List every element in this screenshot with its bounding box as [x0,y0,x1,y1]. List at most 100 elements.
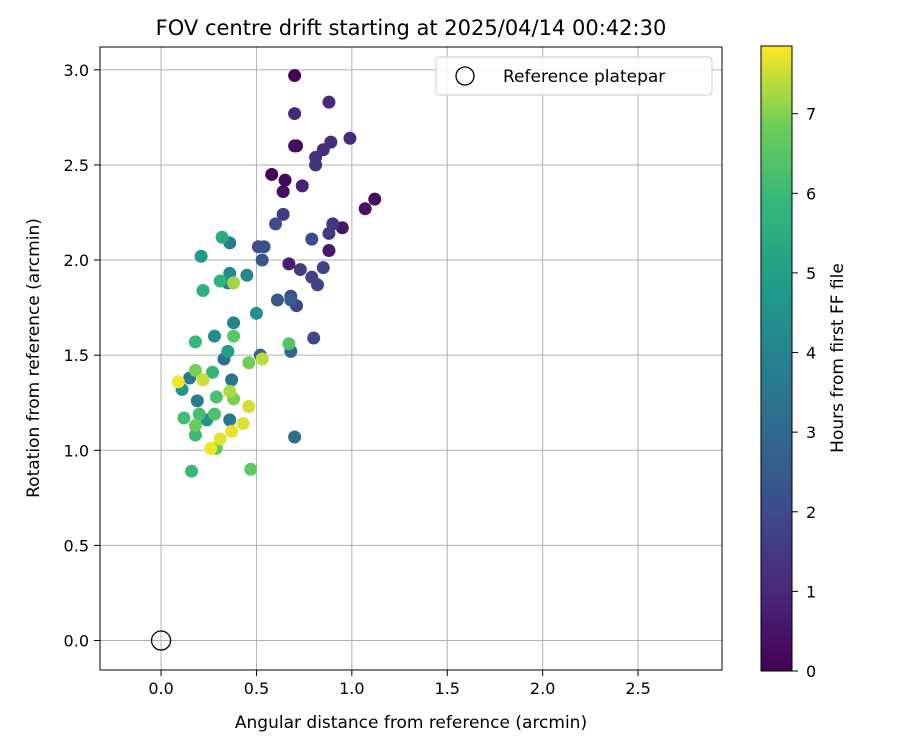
colorbar-label: Hours from first FF file [828,263,848,453]
scatter-point [368,192,382,206]
colorbar-ticks: 0 1 2 3 4 5 6 7 [792,105,816,681]
scatter-point [242,400,256,414]
plot-frame [99,46,723,671]
y-tick-label: 0.0 [64,632,89,651]
x-axis-label: Angular distance from reference (arcmin) [235,713,587,733]
scatter-point [227,276,241,290]
scatter-point [278,173,292,187]
colorbar-tick-label: 5 [806,264,816,283]
scatter-point [209,390,223,404]
colorbar-tick-label: 2 [806,503,816,522]
x-tick-label: 0.5 [244,679,269,698]
y-tick-label: 2.5 [64,156,89,175]
y-tick-label: 3.0 [64,61,89,80]
scatter-point [288,107,302,121]
reference-marker [150,630,172,651]
scatter-point [213,432,227,446]
scatter-point [225,373,239,387]
colorbar-gradient [760,45,793,672]
scatter-point [282,257,296,271]
colorbar-tick-label: 4 [806,344,816,363]
scatter-point [311,278,325,292]
scatter-point [322,226,336,240]
scatter-point [207,407,221,421]
scatter-point [295,179,309,193]
colorbar-tick-label: 1 [806,582,816,601]
y-tick-label: 1.0 [64,441,89,460]
scatter-point [192,407,206,421]
scatter-point [196,283,210,297]
colorbar-tick-label: 7 [806,105,816,124]
colorbar: 0 1 2 3 4 5 6 7 Hours from first FF file [760,45,848,681]
y-tick-label: 0.5 [64,536,89,555]
scatter-point [269,217,283,231]
scatter-point [223,384,237,398]
scatter-point [204,441,218,455]
scatter-point [188,363,202,377]
scatter-point [255,253,269,267]
scatter-point [236,417,250,431]
colorbar-tick-label: 6 [806,184,816,203]
scatter-point [215,230,229,244]
x-tick-label: 0.0 [148,679,173,698]
legend-label: Reference platepar [503,67,665,87]
x-tick-label: 1.0 [339,679,364,698]
scatter-point [221,344,235,358]
scatter-point [240,268,254,282]
reference-point [150,630,172,651]
scatter-point [223,413,237,427]
legend: Reference platepar [435,56,713,96]
x-axis-ticks: 0.0 0.5 1.0 1.5 2.0 2.5 [148,670,651,698]
scatter-point [282,337,296,351]
legend-marker [455,66,475,86]
scatter-point [257,240,271,254]
scatter-point [188,419,202,433]
scatter-point [322,244,336,258]
scatter-point [242,356,256,370]
x-tick-label: 2.5 [625,679,650,698]
colorbar-tick-label: 0 [806,662,816,681]
scatter-point [265,167,279,181]
scatter-points [171,69,382,478]
scatter-point [213,274,227,288]
scatter-point [316,261,330,275]
colorbar-tick-label: 3 [806,423,816,442]
scatter-point [305,232,319,246]
scatter-point [190,394,204,408]
scatter-point [307,331,321,345]
scatter-point [207,329,221,343]
scatter-point [288,69,302,83]
scatter-point [293,263,307,277]
scatter-point [227,329,241,343]
x-tick-label: 1.5 [435,679,460,698]
scatter-point [206,365,220,379]
chart-title: FOV centre drift starting at 2025/04/14 … [156,16,667,40]
scatter-point [171,375,185,389]
x-tick-label: 2.0 [530,679,555,698]
scatter-point [244,462,258,476]
y-tick-label: 1.5 [64,346,89,365]
scatter-point [358,202,372,216]
scatter-point [225,424,239,438]
scatter-point [177,411,191,425]
scatter-point [227,316,241,330]
scatter-point [288,430,302,444]
scatter-point [276,185,290,199]
grid-lines [100,47,722,670]
scatter-point [188,428,202,442]
legend-box [435,56,713,96]
y-axis-ticks: 0.0 0.5 1.0 1.5 2.0 2.5 3.0 [64,61,100,651]
scatter-point [249,306,263,320]
scatter-point [270,293,284,307]
scatter-point [188,335,202,349]
scatter-point [196,373,210,387]
scatter-point [194,249,208,263]
scatter-point [322,95,336,109]
scatter-point [185,464,199,478]
scatter-point [309,158,323,172]
scatter-point [343,131,357,145]
y-axis-label: Rotation from reference (arcmin) [24,218,44,498]
scatter-point [284,293,298,307]
scatter-point [288,139,302,153]
